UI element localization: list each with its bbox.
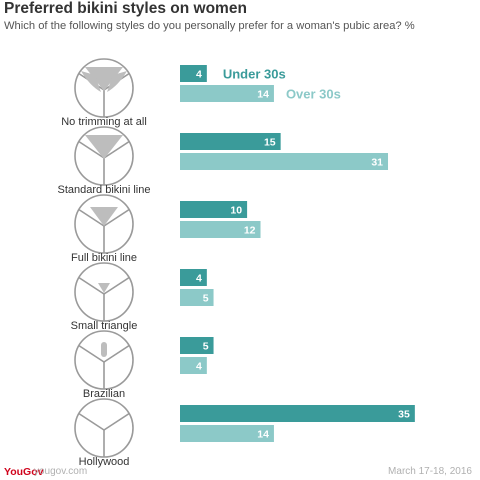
chart-title: Preferred bikini styles on women xyxy=(4,0,247,17)
source-site: yougov.com xyxy=(34,466,88,477)
bar xyxy=(180,289,214,306)
bar xyxy=(180,357,207,374)
data-label: 12 xyxy=(244,225,256,237)
bar xyxy=(180,221,261,238)
survey-date: March 17-18, 2016 xyxy=(388,466,472,477)
bar xyxy=(180,337,214,354)
category-group: No trimming at all 4 Under 30s 14 Over 30s xyxy=(61,58,341,128)
icon-seam xyxy=(103,412,130,431)
category-label: No trimming at all xyxy=(61,116,147,128)
category-label: Brazilian xyxy=(83,388,125,400)
icon-seam xyxy=(103,344,130,363)
bar xyxy=(180,85,274,102)
icon-hair-shape xyxy=(101,342,107,357)
bar xyxy=(180,153,389,170)
bar xyxy=(180,269,207,286)
yougov-logo: YouGov xyxy=(4,466,44,478)
category-group: Brazilian 54 xyxy=(74,330,214,400)
data-label: 35 xyxy=(398,409,410,421)
data-label: 4 xyxy=(196,361,202,373)
legend-label: Over 30s xyxy=(286,87,341,102)
category-label: Small triangle xyxy=(71,320,138,332)
category-group: Hollywood 35 14 xyxy=(74,398,415,468)
bar xyxy=(180,405,415,422)
icon-seam xyxy=(103,140,130,159)
data-label: 31 xyxy=(371,157,383,169)
small-triangle-icon xyxy=(74,262,134,322)
bar xyxy=(180,65,207,82)
icon-hair-shape xyxy=(85,67,123,91)
chart-subtitle: Which of the following styles do you per… xyxy=(4,20,415,32)
no-trimming-icon xyxy=(74,58,134,118)
data-label: 14 xyxy=(257,429,269,441)
icon-seam xyxy=(78,140,105,159)
data-label: 4 xyxy=(196,69,202,81)
icon-hair-shape xyxy=(98,283,110,293)
data-label: 15 xyxy=(264,137,276,149)
standard-bikini-icon xyxy=(74,126,134,186)
icon-hair-shape xyxy=(81,71,101,92)
data-label: 4 xyxy=(196,273,202,285)
icon-hair-shape xyxy=(107,71,127,92)
icon-seam xyxy=(103,276,130,295)
legend-label: Under 30s xyxy=(223,67,286,82)
data-label: 5 xyxy=(203,293,209,305)
category-label: Full bikini line xyxy=(71,252,137,264)
data-label: 10 xyxy=(230,205,242,217)
bar xyxy=(180,425,274,442)
bar xyxy=(180,201,248,218)
icon-hair-shape xyxy=(85,135,123,159)
category-label: Hollywood xyxy=(79,456,130,468)
data-label: 5 xyxy=(203,341,209,353)
icon-seam xyxy=(78,208,105,227)
brazilian-icon xyxy=(74,330,134,390)
full-bikini-icon xyxy=(74,194,134,254)
hollywood-icon xyxy=(74,398,134,458)
category-group: Standard bikini line 15 31 xyxy=(58,126,389,196)
icon-seam xyxy=(103,208,130,227)
bar xyxy=(180,133,281,150)
data-label: 14 xyxy=(257,89,269,101)
category-label: Standard bikini line xyxy=(58,184,151,196)
icon-seam xyxy=(78,276,105,295)
icon-hair-shape xyxy=(90,207,118,226)
category-group: Small triangle 45 xyxy=(71,262,214,332)
icon-seam xyxy=(78,344,105,363)
icon-seam xyxy=(78,412,105,431)
